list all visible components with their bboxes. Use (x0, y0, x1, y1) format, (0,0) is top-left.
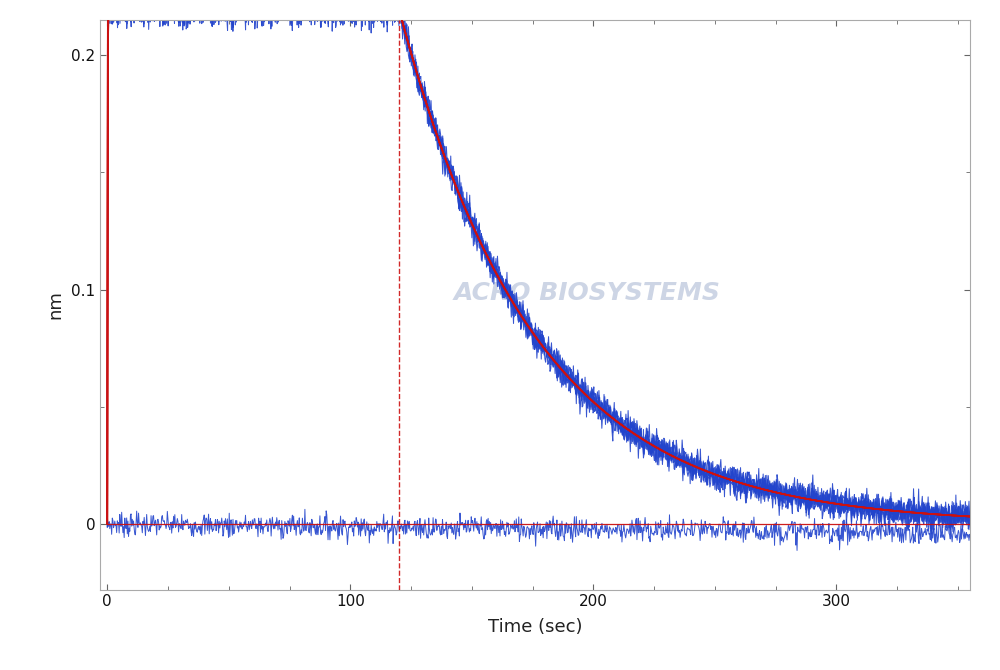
Y-axis label: nm: nm (46, 290, 64, 320)
Text: ACRO BIOSYSTEMS: ACRO BIOSYSTEMS (454, 281, 721, 306)
X-axis label: Time (sec): Time (sec) (488, 618, 582, 636)
